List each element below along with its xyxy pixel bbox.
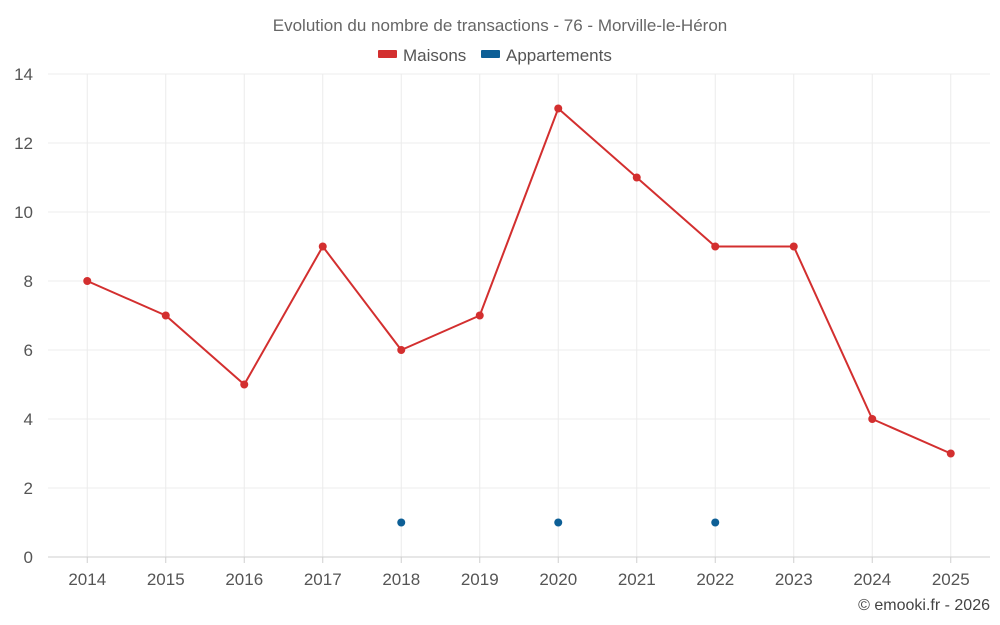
data-point-maisons-2024	[868, 415, 877, 423]
series-maisons	[83, 104, 955, 458]
data-point-maisons-2016	[240, 380, 249, 389]
y-tick-label-6: 6	[24, 341, 33, 360]
series-appartements	[397, 518, 720, 527]
x-tick-label-2022: 2022	[696, 570, 734, 589]
legend-label-appartements: Appartements	[506, 46, 612, 65]
legend-label-maisons: Maisons	[403, 46, 466, 65]
y-tick-label-10: 10	[14, 203, 33, 222]
x-tick-label-2016: 2016	[225, 570, 263, 589]
x-tick-label-2023: 2023	[775, 570, 813, 589]
y-tick-label-4: 4	[24, 410, 33, 429]
data-point-maisons-2017	[318, 242, 327, 251]
x-tick-label-2021: 2021	[618, 570, 656, 589]
y-axis: 0 2 4 6 8 10 12 14	[14, 65, 33, 567]
data-point-maisons-2015	[161, 311, 170, 320]
y-tick-label-8: 8	[24, 272, 33, 291]
x-tick-label-2025: 2025	[932, 570, 970, 589]
legend-item-maisons[interactable]: Maisons	[378, 46, 466, 65]
x-tick-label-2019: 2019	[461, 570, 499, 589]
x-tick-label-2024: 2024	[853, 570, 891, 589]
grid-lines	[48, 73, 990, 557]
data-point-maisons-2018	[397, 346, 406, 354]
y-tick-label-12: 12	[14, 134, 33, 153]
legend-swatch-maisons	[378, 50, 397, 58]
x-tick-label-2020: 2020	[539, 570, 577, 589]
data-point-maisons-2021	[632, 173, 641, 182]
chart-credit: © emooki.fr - 2026	[858, 597, 990, 614]
x-tick-label-2017: 2017	[304, 570, 342, 589]
data-point-appartements-2020	[554, 518, 563, 527]
data-point-maisons-2022	[711, 242, 720, 251]
series-line-maisons	[86, 107, 952, 455]
data-point-maisons-2019	[475, 311, 484, 320]
chart-legend: Maisons Appartements	[378, 46, 612, 65]
data-point-appartements-2022	[711, 518, 720, 527]
x-axis: 2014 2015 2016 2017 2018 2019 2020 2021 2022 2023…	[48, 556, 990, 589]
legend-item-appartements[interactable]: Appartements	[481, 46, 612, 65]
data-point-maisons-2023	[789, 242, 798, 251]
plot-area	[83, 104, 955, 527]
y-tick-label-0: 0	[24, 548, 33, 567]
legend-swatch-appartements	[481, 50, 500, 58]
x-tick-label-2015: 2015	[147, 570, 185, 589]
data-point-maisons-2025	[946, 449, 955, 458]
y-tick-label-2: 2	[24, 479, 33, 498]
x-tick-label-2014: 2014	[68, 570, 106, 589]
x-tick-label-2018: 2018	[382, 570, 420, 589]
data-point-appartements-2018	[397, 518, 406, 527]
data-point-maisons-2014	[83, 277, 92, 285]
y-tick-label-14: 14	[14, 65, 33, 84]
chart-title: Evolution du nombre de transactions - 76…	[273, 16, 727, 35]
data-point-maisons-2020	[554, 104, 563, 113]
